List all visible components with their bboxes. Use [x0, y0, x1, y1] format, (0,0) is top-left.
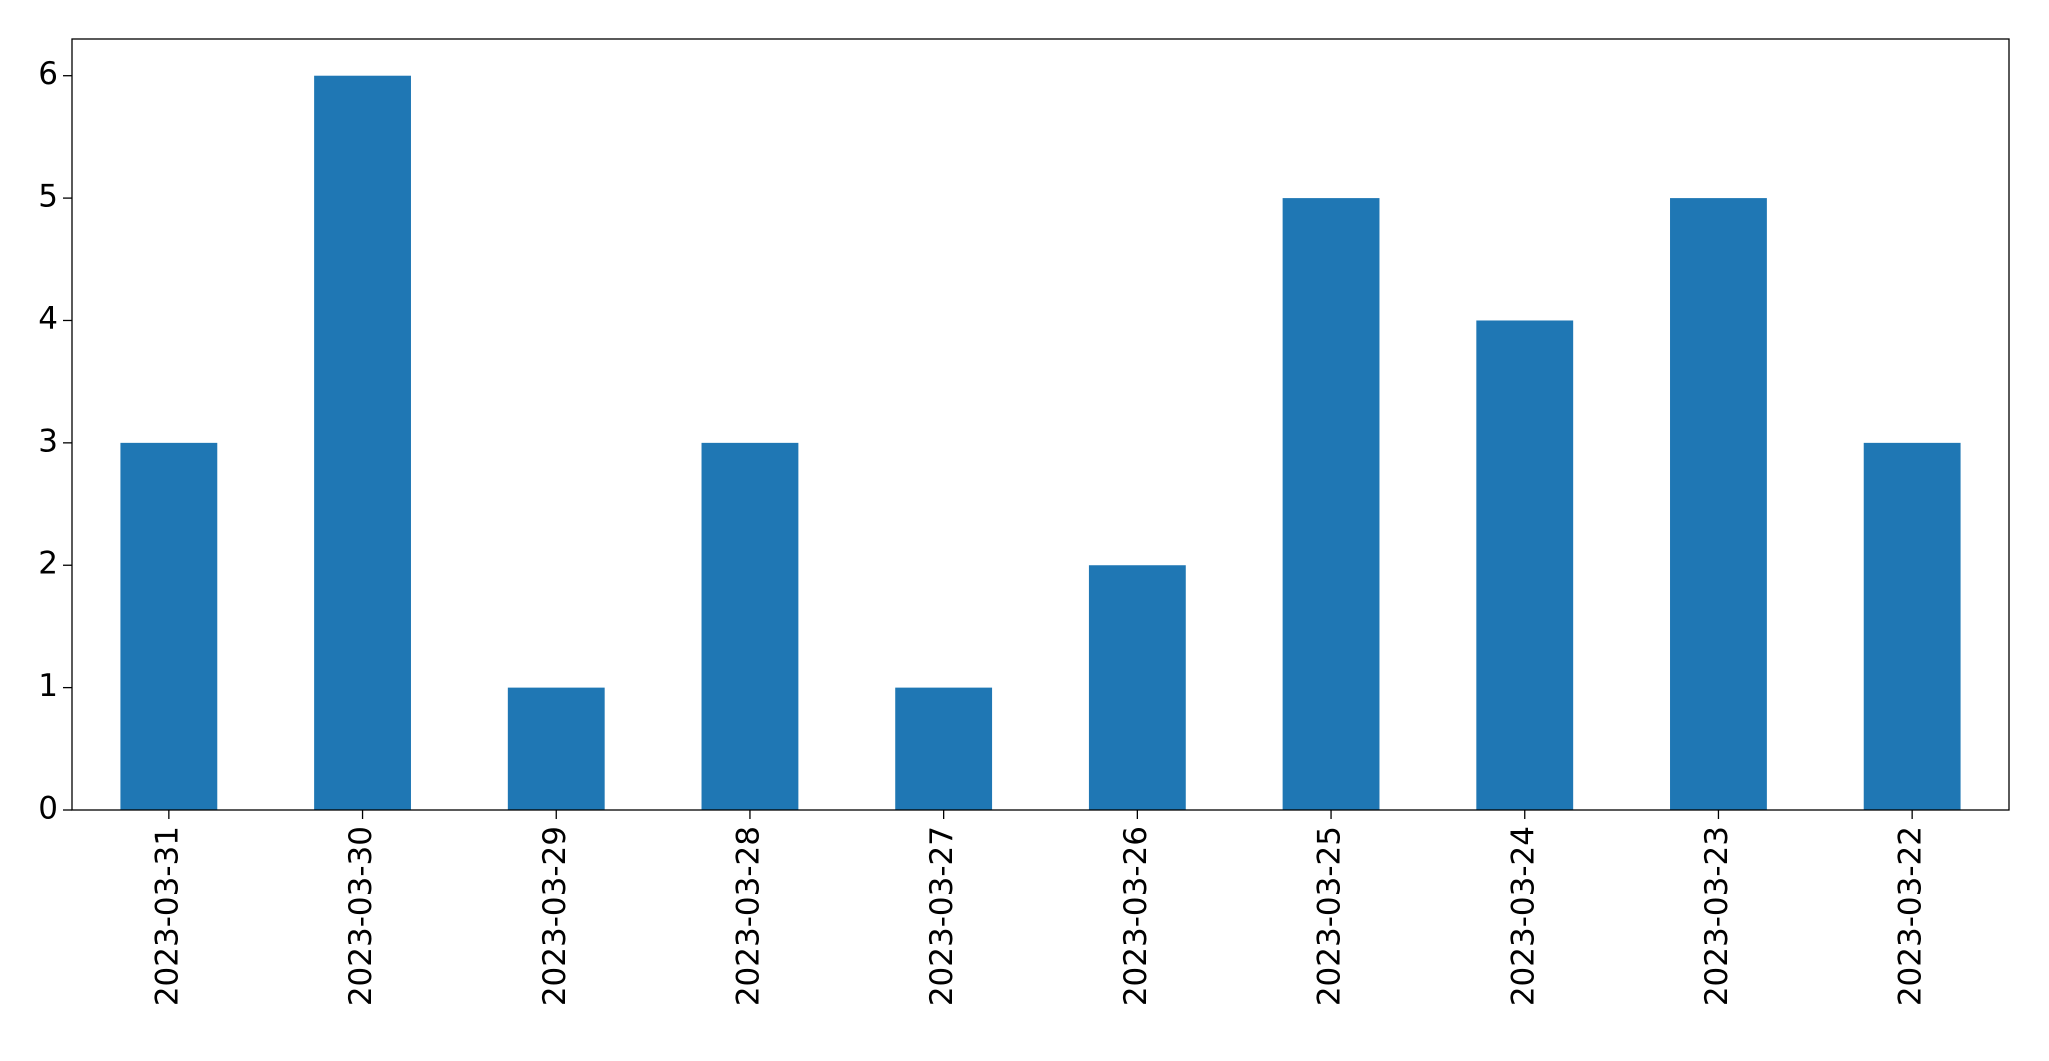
bar	[507, 687, 605, 810]
x-tick-label: 2023-03-30	[343, 826, 379, 1006]
x-tick-label: 2023-03-23	[1699, 826, 1735, 1006]
bar	[120, 442, 218, 810]
x-tick-label: 2023-03-28	[730, 826, 766, 1006]
bar	[314, 75, 411, 810]
x-tick-label: 2023-03-25	[1312, 826, 1348, 1006]
y-tick-label: 4	[38, 301, 58, 337]
bar	[701, 442, 799, 810]
x-tick-label: 2023-03-22	[1893, 826, 1929, 1006]
x-tick-label: 2023-03-24	[1505, 826, 1541, 1006]
y-tick-label: 1	[38, 668, 58, 704]
bar	[1670, 198, 1767, 811]
bar	[1863, 442, 1961, 810]
y-tick-label: 5	[38, 179, 58, 215]
bar	[1088, 565, 1186, 810]
x-tick-label: 2023-03-31	[149, 826, 185, 1006]
plot-frame	[71, 38, 2010, 811]
y-tick-label: 2	[38, 546, 58, 582]
x-tick-label: 2023-03-26	[1118, 826, 1154, 1006]
x-tick-label: 2023-03-29	[537, 826, 573, 1006]
y-tick-label: 6	[38, 56, 58, 92]
bar	[1282, 198, 1380, 811]
bar	[895, 687, 993, 810]
x-tick-label: 2023-03-27	[924, 826, 960, 1006]
y-tick-label: 0	[38, 791, 58, 827]
y-tick-label: 3	[38, 423, 58, 459]
bar	[1476, 320, 1574, 810]
